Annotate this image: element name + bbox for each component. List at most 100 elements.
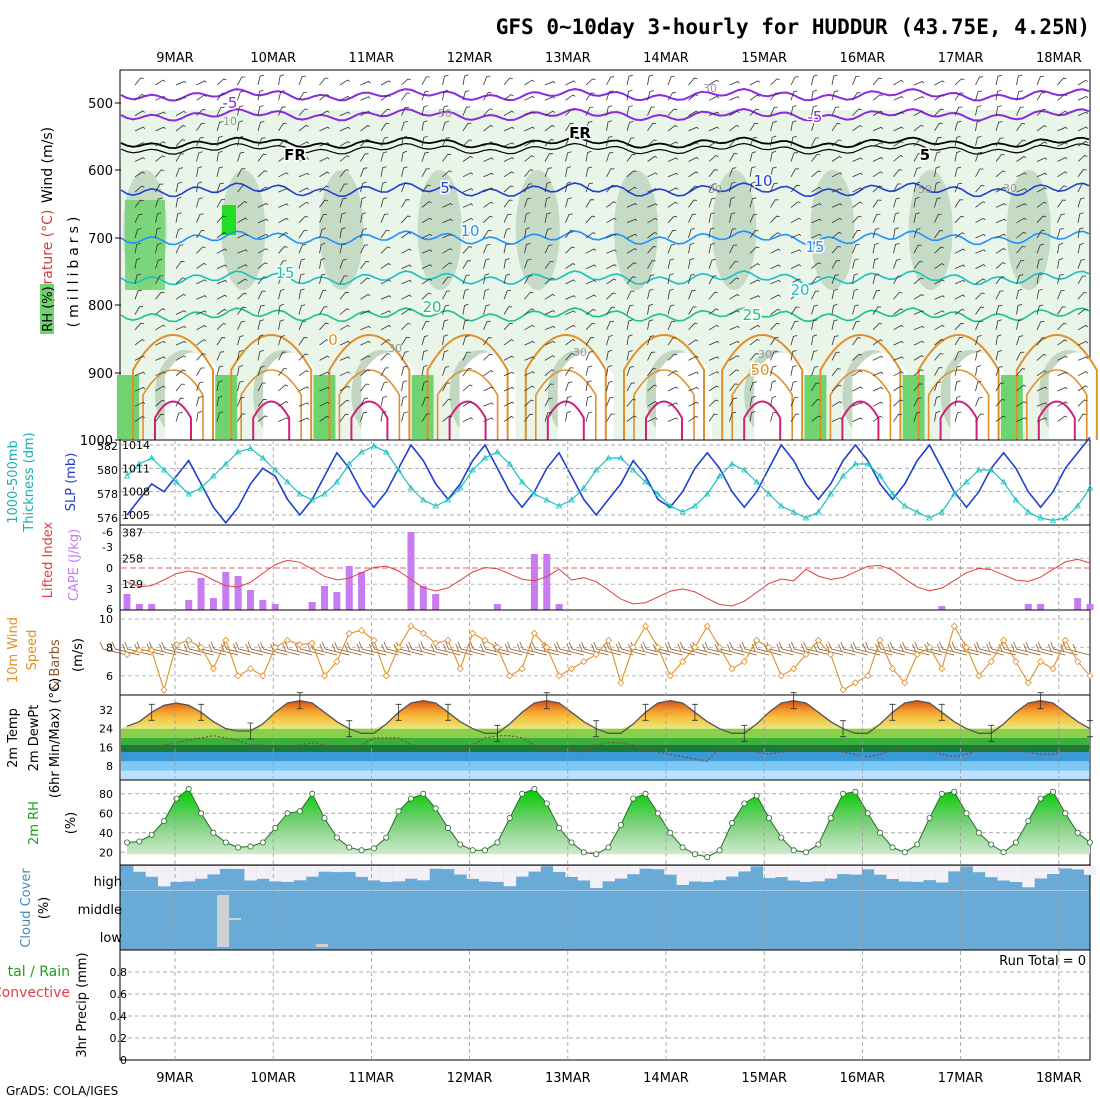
wind-barb [380, 94, 391, 101]
wind-barb [790, 201, 801, 208]
wind-barb [216, 199, 225, 208]
cloud-gap [911, 866, 924, 882]
wind-barb [298, 370, 309, 377]
wind-barb [667, 641, 695, 656]
wind-barb [1016, 417, 1027, 422]
wind-barb [688, 199, 698, 208]
label-3hr-precip: 3hr Precip (mm) [75, 952, 90, 1057]
thickness-point [506, 460, 513, 467]
wind-barb [544, 110, 556, 116]
wind-barb [770, 294, 781, 300]
precip-tick-label: 0.6 [110, 988, 128, 1001]
wind-barb [544, 228, 552, 239]
wind-barb [770, 411, 777, 422]
rh-dry-core [852, 352, 909, 440]
cloud-gap [528, 866, 541, 872]
cloud-gap [837, 866, 850, 875]
wind-barb [421, 151, 429, 162]
wind-barb [380, 137, 389, 147]
wind-barb [606, 217, 617, 224]
wind-barb [155, 242, 162, 254]
contour-label: 0 [328, 331, 338, 349]
top-date-label: 12MAR [447, 51, 493, 66]
wind-barb [462, 232, 473, 239]
wind-barb [934, 122, 943, 132]
pressure-tick-label: 500 [88, 97, 113, 112]
wind-barb [667, 244, 676, 254]
wind-barb [360, 260, 370, 269]
wind-barb [1036, 402, 1048, 407]
wind-barb [196, 381, 204, 392]
wind-barb [790, 217, 802, 224]
wind-barb [134, 273, 142, 284]
wind-barb [298, 141, 310, 147]
wind-speed-point [1012, 658, 1020, 666]
contour-label: 5 [920, 146, 930, 164]
wind-barb [196, 122, 205, 132]
wind-barb [1077, 385, 1088, 392]
thickness-point [160, 466, 168, 473]
wind-barb [421, 217, 433, 224]
temperature-contour [120, 136, 1090, 150]
wind-barb [852, 244, 860, 254]
top-date-label: 10MAR [250, 51, 296, 66]
wind-barb [995, 153, 1005, 162]
wind-barb [483, 337, 492, 346]
wind-barb [1037, 641, 1066, 656]
wind-speed-point [641, 622, 650, 630]
wind-barb [401, 92, 411, 101]
wind-barb [155, 413, 165, 422]
wind-barb [134, 199, 144, 208]
wind-barb [216, 322, 227, 331]
wind-barb [626, 382, 635, 392]
wind-barb [647, 90, 654, 101]
wind-barb [524, 308, 535, 315]
wind-barb [339, 169, 349, 178]
wind-barb [503, 322, 514, 331]
cloud-gap [330, 866, 344, 873]
wind-barb [134, 77, 144, 86]
rh-point [1087, 839, 1094, 846]
wind-barb [1036, 244, 1045, 254]
cloud-gap [664, 866, 677, 875]
wind-barb [790, 292, 801, 300]
wind-barb [585, 294, 597, 300]
wind-barb [175, 340, 187, 346]
wind-barb [954, 150, 961, 162]
wind-barb [667, 353, 678, 361]
wind-barb [483, 320, 491, 330]
minmax-whisker [889, 703, 896, 721]
wind-barb [360, 153, 369, 162]
slp-tick-label: 1011 [122, 462, 150, 475]
wind-barb [134, 242, 141, 254]
wind-barb [688, 386, 699, 392]
wind-barb [708, 243, 715, 254]
wind-barb [503, 110, 515, 116]
wind-barb [975, 380, 982, 392]
wind-barb [339, 291, 349, 300]
top-date-label: 9MAR [156, 51, 193, 66]
wind-barb [872, 110, 884, 116]
wind-barb [196, 213, 204, 223]
wind-barb [298, 273, 305, 284]
wind-barb [134, 126, 146, 132]
cloud-gap [861, 866, 875, 870]
wind-barb [247, 641, 276, 656]
wind-speed-point [197, 643, 205, 651]
wind-speed-point [530, 629, 538, 637]
wind-barb [708, 259, 716, 269]
temperature-contour [546, 400, 585, 440]
wind-barb [237, 335, 244, 346]
contour-label: 30 [758, 348, 772, 361]
wind-barb [770, 135, 777, 147]
wind-barb [1036, 304, 1044, 315]
cape-bar [1037, 604, 1045, 610]
wind-barb [729, 411, 737, 422]
wind-speed-point [901, 679, 909, 687]
wind-barb [1077, 96, 1089, 101]
wind-barb [893, 169, 903, 178]
wind-barb [729, 325, 740, 331]
thickness-point [395, 466, 402, 473]
wind-barb [708, 340, 720, 346]
pressure-tick-label: 900 [88, 367, 113, 382]
